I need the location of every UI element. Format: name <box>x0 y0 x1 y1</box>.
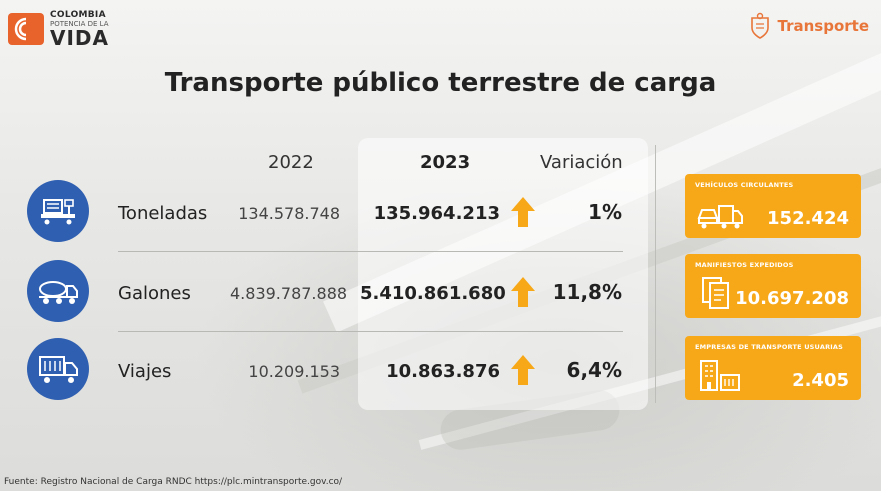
source-footnote: Fuente: Registro Nacional de Carga RNDC … <box>4 477 343 487</box>
card-caption: MANIFIESTOS EXPEDIDOS <box>695 261 794 269</box>
header-year-2023: 2023 <box>420 152 471 173</box>
row-divider <box>118 251 623 252</box>
card-value: 152.424 <box>767 208 849 229</box>
colombia-logo: COLOMBIA POTENCIA DE LA VIDA <box>8 10 109 48</box>
arrow-up-icon <box>511 197 535 227</box>
card-manifiestos-expedidos: MANIFIESTOS EXPEDIDOS 10.697.208 <box>685 254 861 318</box>
scale-icon <box>27 180 89 242</box>
value-2023: 5.410.861.680 <box>360 283 506 304</box>
header-variation: Variación <box>540 152 623 173</box>
logo-line-3: VIDA <box>50 26 109 50</box>
crest-icon <box>750 12 769 39</box>
row-label: Galones <box>118 283 191 304</box>
variation-value: 6,4% <box>566 358 622 382</box>
table-row-galones: Galones 4.839.787.888 5.410.861.680 11,8… <box>0 260 881 322</box>
card-caption: VEHÍCULOS CIRCULANTES <box>695 181 794 189</box>
vertical-divider <box>655 145 656 403</box>
card-caption: EMPRESAS DE TRANSPORTE USUARIAS <box>695 343 844 351</box>
arrow-up-icon <box>511 277 535 307</box>
vehicles-icon <box>697 205 743 229</box>
row-label: Toneladas <box>118 203 208 224</box>
page-title: Transporte público terrestre de carga <box>164 68 717 98</box>
value-2022: 4.839.787.888 <box>230 284 348 303</box>
variation-value: 1% <box>588 200 622 224</box>
row-divider <box>118 331 623 332</box>
arrow-up-icon <box>511 355 535 385</box>
buildings-icon <box>700 360 740 391</box>
card-value: 10.697.208 <box>735 288 849 309</box>
highlight-panel-2023 <box>358 138 648 410</box>
value-2023: 10.863.876 <box>386 361 500 382</box>
variation-value: 11,8% <box>552 280 622 304</box>
card-empresas-transporte: EMPRESAS DE TRANSPORTE USUARIAS 2.405 <box>685 336 861 400</box>
tanker-truck-icon <box>27 260 89 322</box>
card-value: 2.405 <box>792 370 849 391</box>
table-row-toneladas: Toneladas 134.578.748 135.964.213 1% <box>0 180 881 242</box>
documents-icon <box>702 277 729 309</box>
value-2023: 135.964.213 <box>373 203 500 224</box>
header-year-2022: 2022 <box>268 152 314 173</box>
table-row-viajes: Viajes 10.209.153 10.863.876 6,4% <box>0 338 881 400</box>
colombia-logo-mark-icon <box>8 13 44 45</box>
row-label: Viajes <box>118 361 172 382</box>
card-vehiculos-circulantes: VEHÍCULOS CIRCULANTES 152.424 <box>685 174 861 238</box>
logo-line-1: COLOMBIA <box>50 10 106 20</box>
value-2022: 134.578.748 <box>238 204 340 223</box>
logo-line-2: POTENCIA DE LA <box>50 20 109 28</box>
transporte-label: Transporte <box>777 17 870 35</box>
cargo-truck-icon <box>27 338 89 400</box>
transporte-logo: Transporte <box>748 12 870 40</box>
value-2022: 10.209.153 <box>248 362 340 381</box>
